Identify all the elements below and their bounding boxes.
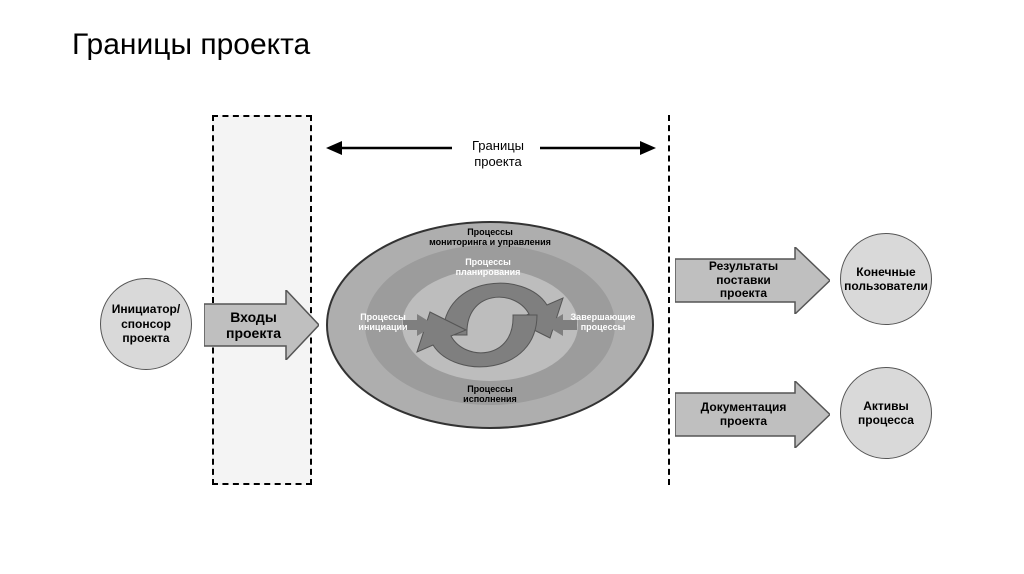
circle-initiator: Инициатор/спонсорпроекта: [100, 278, 192, 370]
span-label: Границыпроекта: [458, 138, 538, 169]
core-label-initiation: Процессыинициации: [348, 313, 418, 333]
core-label-execution: Процессыисполнения: [440, 385, 540, 405]
circle-process-assets-label: Активыпроцесса: [858, 399, 914, 428]
circle-end-users: Конечныепользователи: [840, 233, 932, 325]
core-label-planning: Процессыпланирования: [438, 258, 538, 278]
circle-process-assets: Активыпроцесса: [840, 367, 932, 459]
arrow-inputs-label: Входыпроекта: [226, 309, 297, 341]
circle-initiator-label: Инициатор/спонсорпроекта: [112, 302, 180, 345]
arrow-results-label: Результатыпоставкипроекта: [709, 260, 796, 301]
arrow-results: Результатыпоставкипроекта: [675, 247, 830, 314]
arrow-documentation-label: Документацияпроекта: [701, 401, 805, 429]
arrow-inputs: Входыпроекта: [204, 290, 319, 360]
dashed-boundary-right: [668, 115, 670, 485]
core-label-monitoring: Процессымониторинга и управления: [410, 228, 570, 248]
page-title: Границы проекта: [72, 28, 310, 62]
core-label-closing: Завершающиепроцессы: [563, 313, 643, 333]
diagram-canvas: Границыпроекта Процессымониторинга и упр…: [100, 100, 930, 500]
circle-end-users-label: Конечныепользователи: [844, 265, 928, 294]
arrow-documentation: Документацияпроекта: [675, 381, 830, 448]
